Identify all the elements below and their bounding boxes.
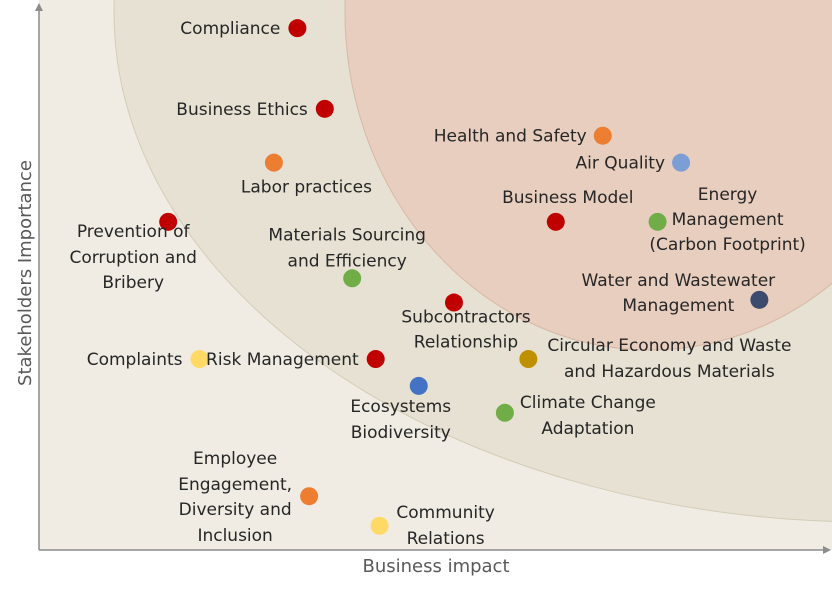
point-business-ethics bbox=[315, 99, 334, 118]
label-business-model: Business Model bbox=[502, 188, 633, 208]
point-prevention-of-corruption-and-bribery bbox=[159, 212, 178, 231]
point-labels: Compliance Business Ethics Labor practices… bbox=[69, 19, 805, 549]
point-energy-management-carbon-footprint bbox=[648, 212, 667, 231]
label-air-quality: Air Quality bbox=[576, 154, 666, 174]
y-axis-arrow bbox=[35, 3, 43, 11]
label-energy-management-carbon-footprint: Energy Management (Carbon Footprint) bbox=[649, 185, 806, 255]
x-axis-arrow bbox=[823, 546, 831, 554]
point-community-relations bbox=[370, 516, 389, 535]
point-employee-engagement-diversity-and-inclusion bbox=[300, 487, 319, 506]
label-business-ethics: Business Ethics bbox=[176, 100, 308, 120]
x-axis-label: Business impact bbox=[362, 556, 509, 577]
point-materials-sourcing-and-efficiency bbox=[343, 269, 362, 288]
label-compliance: Compliance bbox=[180, 19, 280, 39]
label-health-and-safety: Health and Safety bbox=[434, 127, 587, 147]
label-climate-change-adaptation: Climate Change Adaptation bbox=[520, 393, 656, 439]
y-axis-label: Stakeholders Importance bbox=[15, 160, 36, 386]
point-ecosystems-biodiversity bbox=[409, 376, 428, 395]
label-water-and-wastewater-management: Water and Wastewater Management bbox=[582, 271, 776, 316]
label-subcontractors-relationship: Subcontractors Relationship bbox=[401, 308, 530, 353]
zone-high-priority bbox=[344, 0, 832, 351]
label-prevention-of-corruption-and-bribery: Prevention of Corruption and Bribery bbox=[69, 222, 196, 293]
label-employee-engagement-diversity-and-inclusion: Employee Engagement, Diversity and Inclusio… bbox=[178, 449, 292, 546]
point-business-model bbox=[546, 212, 565, 231]
point-complaints bbox=[190, 350, 209, 369]
label-community-relations: Community Relations bbox=[396, 503, 494, 549]
point-subcontractors-relationship bbox=[444, 293, 463, 312]
point-compliance bbox=[288, 19, 307, 38]
label-circular-economy-and-waste-and-hazardous-materials: Circular Economy and Waste and Hazardous … bbox=[547, 336, 791, 382]
plot-background bbox=[39, 0, 832, 550]
point-health-and-safety bbox=[593, 126, 612, 145]
label-complaints: Complaints bbox=[87, 350, 183, 370]
point-circular-economy-and-waste-and-hazardous-materials bbox=[519, 350, 538, 369]
label-risk-management: Risk Management bbox=[206, 350, 359, 370]
label-materials-sourcing-and-efficiency: Materials Sourcing and Efficiency bbox=[268, 225, 426, 271]
point-climate-change-adaptation bbox=[495, 403, 514, 422]
data-points bbox=[159, 19, 769, 535]
label-ecosystems-biodiversity: Ecosystems Biodiversity bbox=[350, 397, 451, 443]
point-risk-management bbox=[366, 350, 385, 369]
point-labor-practices bbox=[264, 153, 283, 172]
point-water-and-wastewater-management bbox=[750, 290, 769, 309]
point-air-quality bbox=[672, 153, 691, 172]
axes bbox=[35, 3, 831, 554]
label-labor-practices: Labor practices bbox=[241, 178, 372, 198]
